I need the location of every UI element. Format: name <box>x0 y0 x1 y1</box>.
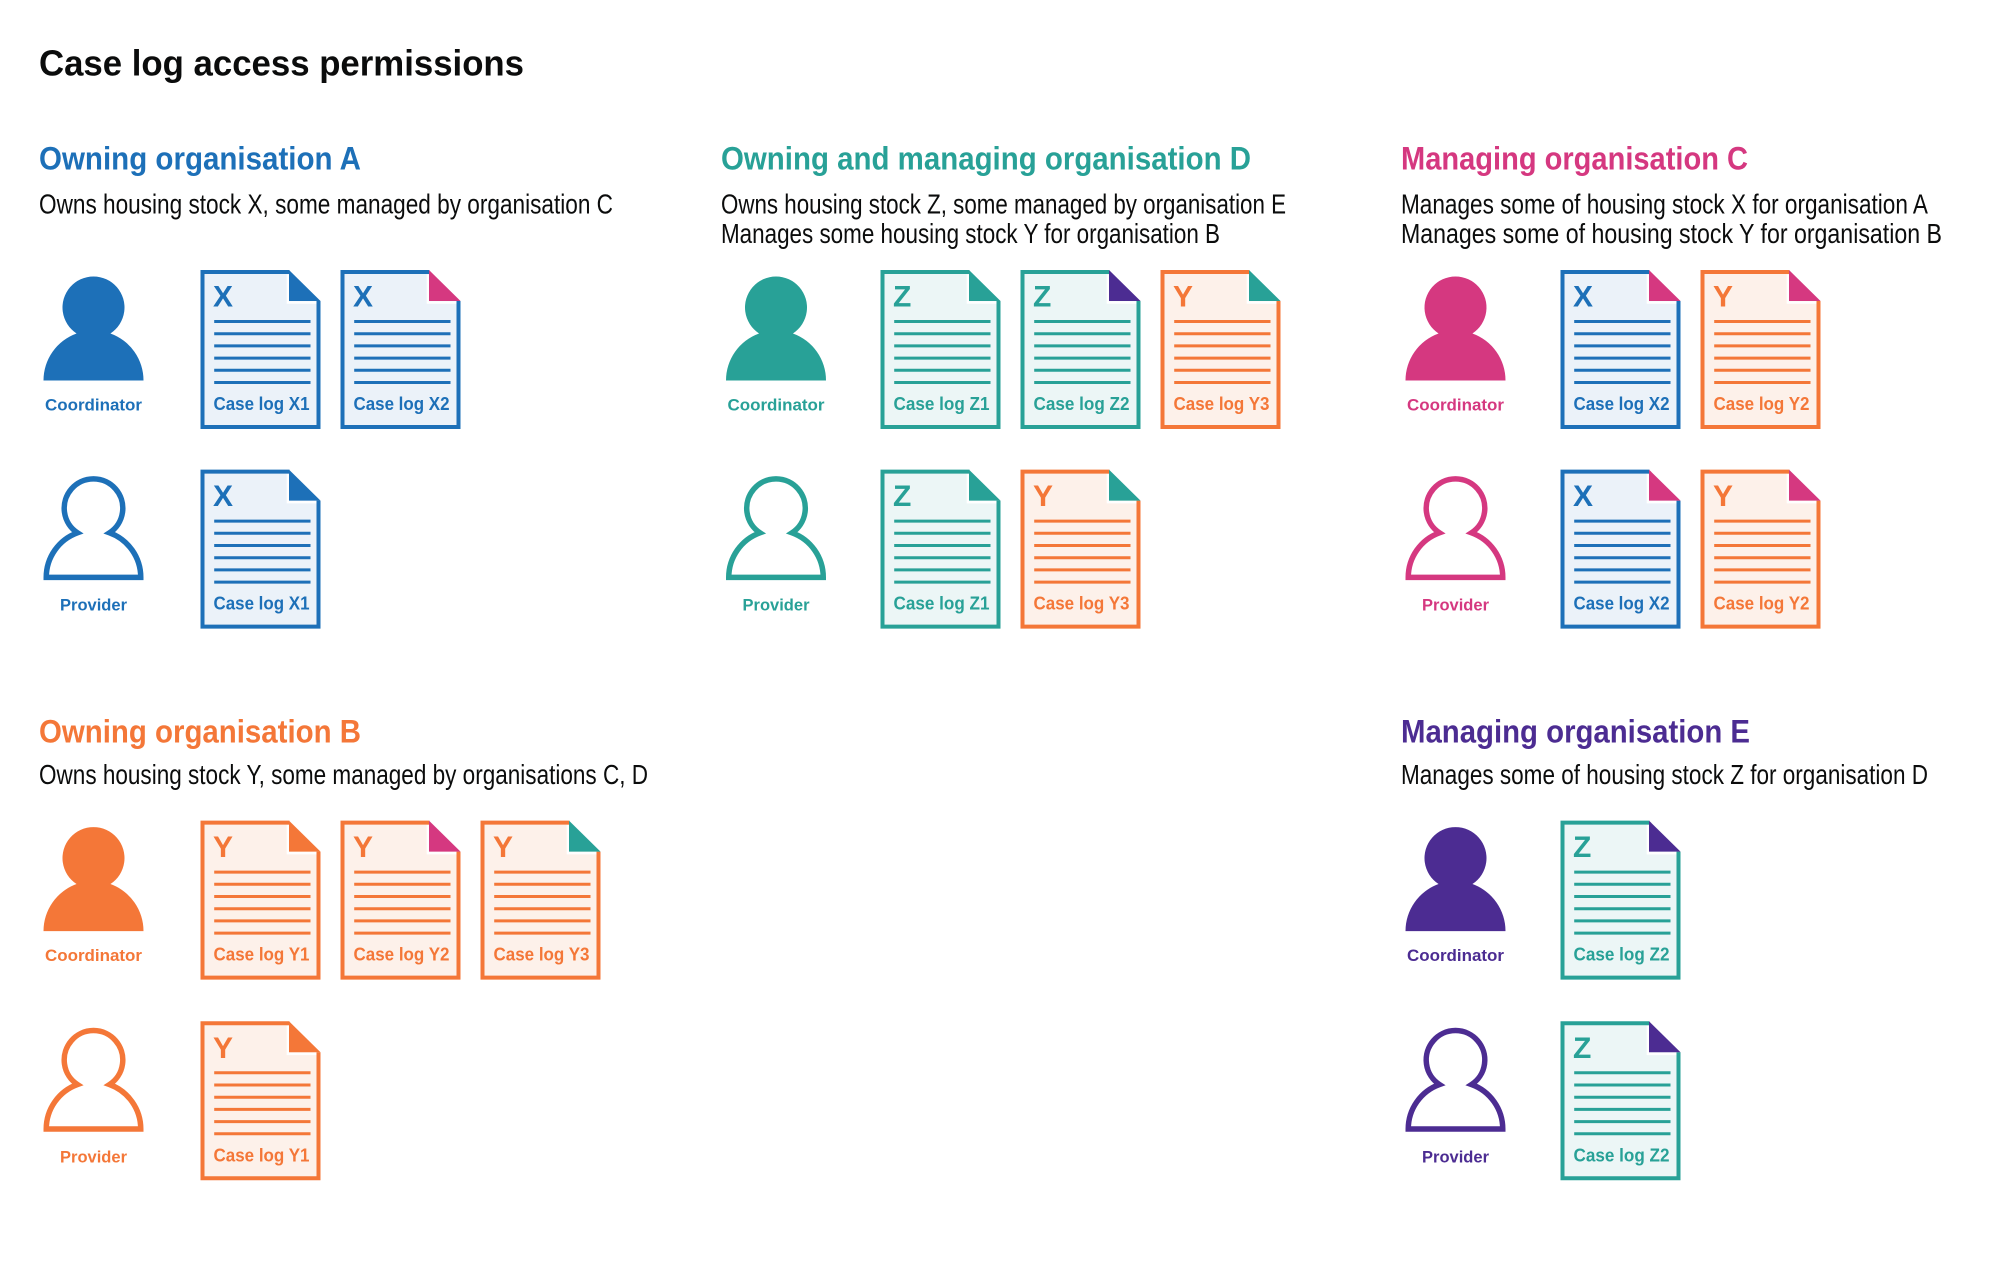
svg-text:Managing organisation C: Managing organisation C <box>1401 141 1748 177</box>
svg-text:X: X <box>1573 281 1593 314</box>
svg-text:Case log Z2: Case log Z2 <box>1034 394 1130 414</box>
svg-text:X: X <box>213 281 233 314</box>
svg-text:Y: Y <box>213 1032 233 1065</box>
svg-text:Z: Z <box>1573 1032 1591 1065</box>
svg-text:Coordinator: Coordinator <box>1407 397 1505 415</box>
svg-text:Owns housing stock X, some man: Owns housing stock X, some managed by or… <box>39 189 613 220</box>
svg-text:Z: Z <box>893 480 911 513</box>
svg-text:Case log X2: Case log X2 <box>354 394 450 414</box>
svg-text:Y: Y <box>1713 281 1733 314</box>
svg-text:Managing organisation E: Managing organisation E <box>1401 714 1750 750</box>
svg-text:Z: Z <box>893 281 911 314</box>
svg-text:Manages some of housing stock: Manages some of housing stock Y for orga… <box>1401 218 1942 249</box>
svg-text:Y: Y <box>213 831 233 864</box>
svg-text:Case log Z2: Case log Z2 <box>1574 945 1670 965</box>
svg-text:Case log Z2: Case log Z2 <box>1574 1145 1670 1165</box>
svg-text:Case log Y2: Case log Y2 <box>1714 594 1810 614</box>
svg-text:Y: Y <box>1713 480 1733 513</box>
svg-text:Z: Z <box>1033 281 1051 314</box>
svg-text:X: X <box>353 281 373 314</box>
svg-text:Case log Y2: Case log Y2 <box>1714 394 1810 414</box>
svg-text:Coordinator: Coordinator <box>1407 947 1505 965</box>
svg-text:Coordinator: Coordinator <box>728 397 826 415</box>
svg-text:Owns housing stock Y, some man: Owns housing stock Y, some managed by or… <box>39 759 648 790</box>
svg-text:Manages some of housing stock: Manages some of housing stock X for orga… <box>1401 189 1928 220</box>
svg-text:Y: Y <box>1033 480 1053 513</box>
svg-text:Case log Y3: Case log Y3 <box>1174 394 1270 414</box>
svg-text:Case log Y1: Case log Y1 <box>214 1145 310 1165</box>
svg-text:Case log Y1: Case log Y1 <box>214 945 310 965</box>
svg-text:Case log Z1: Case log Z1 <box>894 594 990 614</box>
svg-text:Coordinator: Coordinator <box>45 397 143 415</box>
svg-text:Z: Z <box>1573 831 1591 864</box>
svg-text:Case log X1: Case log X1 <box>214 594 310 614</box>
svg-text:Case log Y3: Case log Y3 <box>1034 594 1130 614</box>
svg-text:Provider: Provider <box>60 597 128 615</box>
svg-text:Case log X1: Case log X1 <box>214 394 310 414</box>
svg-text:Case log access permissions: Case log access permissions <box>39 43 524 84</box>
svg-text:Manages some housing stock Y f: Manages some housing stock Y for organis… <box>721 218 1220 249</box>
svg-text:Coordinator: Coordinator <box>45 947 143 965</box>
svg-text:Y: Y <box>493 831 513 864</box>
svg-text:X: X <box>1573 480 1593 513</box>
svg-text:Owning organisation A: Owning organisation A <box>39 141 361 177</box>
svg-text:Y: Y <box>1173 281 1193 314</box>
svg-text:Provider: Provider <box>1422 597 1490 615</box>
svg-text:Owns housing stock Z, some man: Owns housing stock Z, some managed by or… <box>721 189 1286 220</box>
svg-text:Case log Y3: Case log Y3 <box>494 945 590 965</box>
svg-text:Provider: Provider <box>60 1148 128 1166</box>
svg-text:Y: Y <box>353 831 373 864</box>
svg-text:Owning organisation B: Owning organisation B <box>39 714 361 750</box>
svg-text:Provider: Provider <box>743 597 811 615</box>
svg-text:Case log Y2: Case log Y2 <box>354 945 450 965</box>
svg-text:Owning and managing organisati: Owning and managing organisation D <box>721 141 1251 177</box>
svg-text:Case log Z1: Case log Z1 <box>894 394 990 414</box>
svg-text:Case log X2: Case log X2 <box>1574 394 1670 414</box>
svg-text:Provider: Provider <box>1422 1148 1490 1166</box>
svg-text:Manages some of housing stock: Manages some of housing stock Z for orga… <box>1401 759 1928 790</box>
svg-text:Case log X2: Case log X2 <box>1574 594 1670 614</box>
svg-text:X: X <box>213 480 233 513</box>
